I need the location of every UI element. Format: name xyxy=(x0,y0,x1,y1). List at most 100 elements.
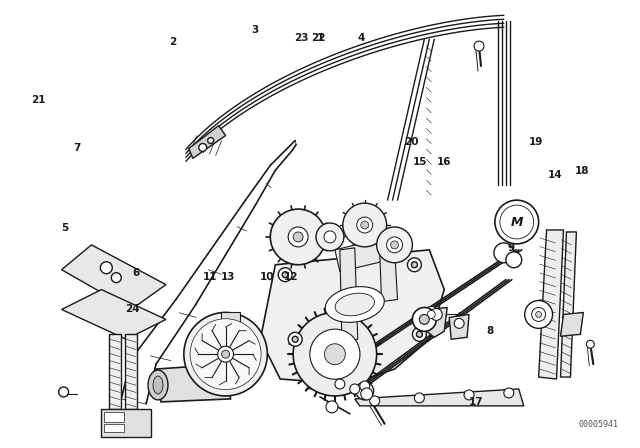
Circle shape xyxy=(316,223,344,251)
Circle shape xyxy=(428,310,435,319)
Circle shape xyxy=(324,344,346,365)
Polygon shape xyxy=(156,364,230,402)
Text: 17: 17 xyxy=(468,397,483,407)
Polygon shape xyxy=(335,238,390,271)
Text: 15: 15 xyxy=(413,157,427,167)
Text: 23: 23 xyxy=(294,33,308,43)
Bar xyxy=(221,312,241,324)
Circle shape xyxy=(500,205,534,239)
Polygon shape xyxy=(539,230,563,379)
Circle shape xyxy=(586,340,595,348)
Polygon shape xyxy=(61,289,166,339)
Circle shape xyxy=(184,312,268,396)
Circle shape xyxy=(430,309,442,320)
Text: M: M xyxy=(511,215,523,228)
Text: 5: 5 xyxy=(61,224,68,233)
Bar xyxy=(125,334,137,409)
Bar xyxy=(104,412,124,422)
Text: 13: 13 xyxy=(221,271,235,281)
Circle shape xyxy=(199,143,207,151)
Text: 11: 11 xyxy=(203,271,217,281)
Circle shape xyxy=(536,311,541,318)
Circle shape xyxy=(190,319,261,390)
Circle shape xyxy=(270,209,326,265)
Text: 2: 2 xyxy=(169,37,176,47)
Text: 6: 6 xyxy=(132,268,139,278)
Text: 1: 1 xyxy=(316,33,324,43)
Ellipse shape xyxy=(335,293,374,316)
Circle shape xyxy=(335,379,345,389)
Text: 3: 3 xyxy=(252,26,259,35)
Circle shape xyxy=(408,258,421,271)
Text: 18: 18 xyxy=(575,166,589,176)
Circle shape xyxy=(464,390,474,400)
Polygon shape xyxy=(424,307,447,337)
Polygon shape xyxy=(561,232,577,377)
Polygon shape xyxy=(355,389,524,406)
Circle shape xyxy=(350,384,360,394)
Circle shape xyxy=(415,393,424,403)
Ellipse shape xyxy=(153,376,163,394)
Text: 12: 12 xyxy=(284,271,299,281)
Circle shape xyxy=(293,232,303,242)
Circle shape xyxy=(282,271,288,278)
Circle shape xyxy=(343,203,387,247)
Circle shape xyxy=(356,217,372,233)
Circle shape xyxy=(423,306,439,323)
Circle shape xyxy=(326,401,338,413)
Circle shape xyxy=(474,41,484,51)
Text: 16: 16 xyxy=(436,157,451,167)
Circle shape xyxy=(387,237,403,253)
Ellipse shape xyxy=(325,287,384,323)
Polygon shape xyxy=(340,248,358,341)
Circle shape xyxy=(324,231,336,243)
Circle shape xyxy=(412,327,426,341)
Circle shape xyxy=(221,350,230,358)
Circle shape xyxy=(360,381,370,391)
Circle shape xyxy=(504,388,514,398)
Polygon shape xyxy=(380,248,397,302)
Circle shape xyxy=(417,332,422,337)
Circle shape xyxy=(218,346,234,362)
Text: 9: 9 xyxy=(508,243,515,254)
Text: 20: 20 xyxy=(404,137,418,146)
Circle shape xyxy=(390,241,399,249)
Ellipse shape xyxy=(148,370,168,400)
Text: 4: 4 xyxy=(358,33,365,43)
Text: 21: 21 xyxy=(31,95,45,105)
Circle shape xyxy=(454,319,464,328)
Circle shape xyxy=(377,227,412,263)
Circle shape xyxy=(278,268,292,282)
Text: 10: 10 xyxy=(259,271,274,281)
Text: 24: 24 xyxy=(125,305,140,314)
Polygon shape xyxy=(449,314,469,339)
Polygon shape xyxy=(561,312,583,336)
Circle shape xyxy=(208,138,214,143)
Bar xyxy=(109,334,121,409)
Circle shape xyxy=(59,387,68,397)
Text: 22: 22 xyxy=(311,33,325,43)
Circle shape xyxy=(532,307,545,321)
Circle shape xyxy=(288,332,302,346)
Bar xyxy=(101,409,151,437)
Circle shape xyxy=(292,336,298,342)
Circle shape xyxy=(361,388,372,400)
Polygon shape xyxy=(61,245,166,310)
Circle shape xyxy=(293,312,377,396)
Text: 8: 8 xyxy=(487,326,494,336)
Circle shape xyxy=(419,314,429,324)
Text: 14: 14 xyxy=(548,170,563,180)
Circle shape xyxy=(525,301,552,328)
Text: 00005941: 00005941 xyxy=(579,420,619,429)
Circle shape xyxy=(370,396,380,406)
Circle shape xyxy=(495,200,539,244)
Circle shape xyxy=(412,262,417,268)
Circle shape xyxy=(361,221,369,229)
Polygon shape xyxy=(260,250,444,384)
Circle shape xyxy=(356,382,374,400)
Circle shape xyxy=(100,262,112,274)
Circle shape xyxy=(506,252,522,268)
Polygon shape xyxy=(189,125,225,159)
Text: 19: 19 xyxy=(529,137,543,146)
Circle shape xyxy=(412,307,436,332)
